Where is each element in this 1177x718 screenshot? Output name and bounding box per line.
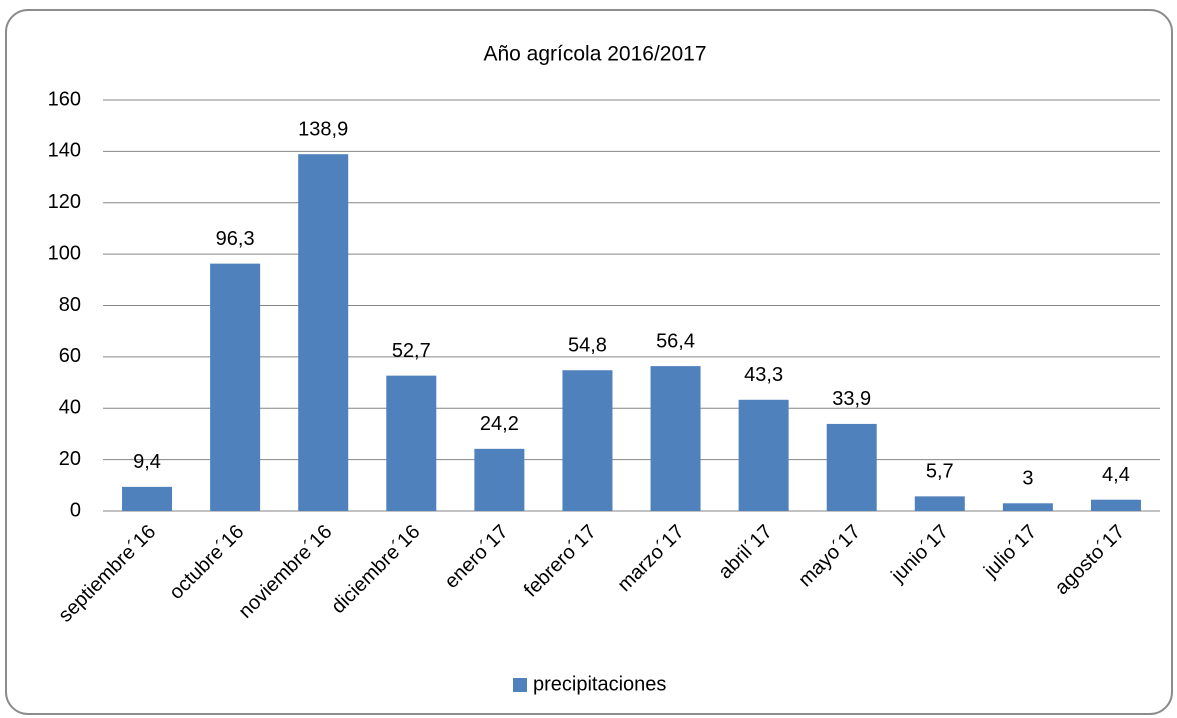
y-tick-label: 60	[59, 345, 81, 367]
data-label: 96,3	[216, 228, 255, 250]
bar	[386, 375, 437, 511]
data-label: 4,4	[1102, 464, 1130, 486]
y-tick-label: 100	[48, 242, 81, 264]
bar	[122, 486, 173, 511]
chart-border	[5, 9, 1173, 715]
y-tick-label: 80	[59, 294, 81, 316]
data-label: 54,8	[568, 335, 607, 357]
data-label: 52,7	[392, 340, 431, 362]
y-tick-label: 0	[70, 499, 81, 521]
data-label: 56,4	[656, 330, 695, 352]
y-tick-label: 140	[48, 140, 81, 162]
data-label: 33,9	[832, 388, 871, 410]
bar	[562, 370, 613, 511]
y-tick-label: 40	[59, 397, 81, 419]
bar	[298, 154, 349, 511]
data-label: 3	[1022, 468, 1033, 490]
bar	[914, 496, 965, 511]
data-label: 138,9	[298, 118, 348, 140]
bar	[1002, 503, 1053, 511]
data-label: 9,4	[133, 451, 161, 473]
legend-swatch	[513, 678, 527, 692]
legend-label: precipitaciones	[533, 673, 666, 695]
y-tick-label: 20	[59, 448, 81, 470]
chart-title: Año agrícola 2016/2017	[483, 43, 706, 66]
bar	[650, 366, 701, 511]
y-tick-label: 160	[48, 88, 81, 110]
bar	[210, 263, 261, 511]
data-label: 43,3	[744, 364, 783, 386]
data-label: 5,7	[926, 461, 954, 483]
bar	[826, 423, 877, 511]
y-tick-label: 120	[48, 191, 81, 213]
data-label: 24,2	[480, 413, 519, 435]
bar	[738, 399, 789, 511]
bar	[474, 448, 525, 511]
bar	[1090, 499, 1141, 511]
